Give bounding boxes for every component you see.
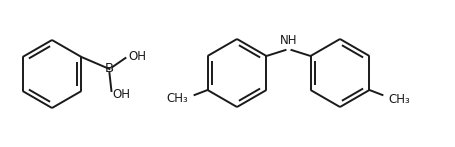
Text: CH₃: CH₃ — [167, 92, 188, 106]
Text: NH: NH — [279, 34, 297, 47]
Text: OH: OH — [112, 88, 130, 101]
Text: CH₃: CH₃ — [388, 92, 410, 106]
Text: OH: OH — [128, 51, 146, 64]
Text: B: B — [105, 62, 114, 76]
